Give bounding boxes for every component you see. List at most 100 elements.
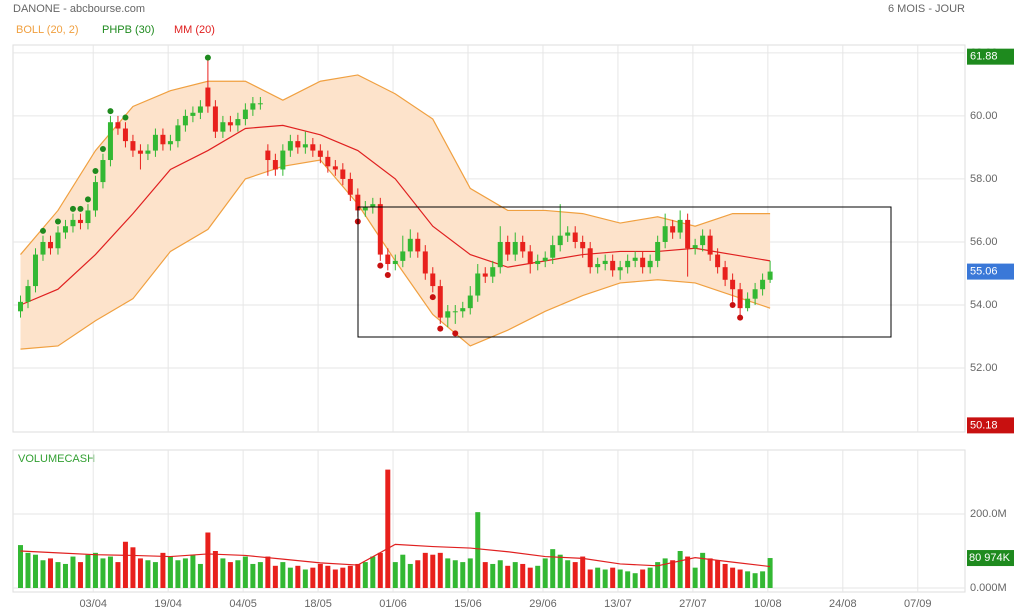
volume-bar	[340, 567, 346, 588]
volume-bar	[182, 558, 188, 588]
price-label-box	[967, 417, 1014, 434]
volume-bar	[77, 562, 83, 588]
candle-body	[542, 257, 548, 261]
volume-bar	[152, 562, 158, 588]
volume-bar	[370, 556, 376, 588]
volume-bar	[565, 560, 571, 588]
phpb-dot	[69, 205, 76, 212]
candle-body	[310, 144, 316, 151]
candle-body	[595, 264, 601, 268]
volume-ma	[20, 543, 771, 568]
volume-bar	[737, 569, 743, 588]
candle-body	[730, 279, 736, 290]
candle-body	[707, 235, 713, 255]
volume-bar	[407, 563, 413, 588]
volume-bar	[317, 563, 323, 588]
volume-bar	[625, 571, 631, 588]
candle-body	[280, 150, 286, 170]
volume-bar	[422, 552, 428, 588]
volume-bar	[122, 541, 128, 588]
candle-body	[70, 219, 76, 227]
candle-body	[512, 241, 518, 255]
candle-body	[655, 241, 661, 261]
candle-body	[400, 251, 406, 261]
chart-subtitle: 6 MOIS - JOUR	[888, 3, 965, 15]
x-tick-label: 07/09	[904, 598, 932, 610]
volume-bar	[512, 562, 518, 588]
x-tick-label: 15/06	[454, 598, 482, 610]
candle-body	[295, 141, 301, 148]
candle-body	[175, 125, 181, 142]
volume-bar	[332, 569, 338, 588]
volume-bar	[550, 549, 556, 588]
volume-bar	[700, 552, 706, 588]
volume-bar	[437, 552, 443, 588]
candle-body	[722, 267, 728, 280]
volume-bar	[212, 551, 218, 588]
volume-bar	[662, 558, 668, 588]
candle-body	[767, 271, 773, 280]
moving-average	[20, 124, 771, 306]
candle-body	[565, 232, 571, 236]
volume-label: 80 974K	[969, 552, 1011, 564]
candle-body	[490, 267, 496, 277]
phpb-dot	[429, 294, 436, 301]
volume-bar	[760, 571, 766, 588]
x-tick-label: 10/08	[754, 598, 782, 610]
volume-bar	[655, 562, 661, 588]
volume-bar	[265, 556, 271, 588]
volume-bar	[250, 563, 256, 588]
candle-body	[610, 260, 616, 271]
annotation-box	[357, 206, 892, 338]
x-tick-label: 27/07	[679, 598, 707, 610]
volume-bar	[572, 562, 578, 588]
x-tick-label: 18/05	[304, 598, 332, 610]
candle-body	[527, 251, 533, 265]
volume-bar	[32, 554, 38, 588]
candle-body	[190, 112, 196, 116]
volume-bar	[497, 560, 503, 588]
volume-bar	[752, 573, 758, 588]
volume-bar	[415, 560, 421, 588]
volume-bar	[535, 565, 541, 588]
candle-body	[752, 289, 758, 299]
volume-bar	[257, 562, 263, 588]
x-tick-label: 24/08	[829, 598, 857, 610]
volume-bar	[490, 563, 496, 588]
plot-layer: 03/04 19/04 04/05 18/05 01/06 15/06 29/06 13/07…	[13, 45, 1007, 610]
volume-bar	[310, 567, 316, 588]
volume-bar	[467, 558, 473, 588]
candle-body	[302, 144, 308, 148]
candle-body	[557, 235, 563, 246]
volume-bar	[287, 567, 293, 588]
candle-body	[737, 289, 743, 309]
candle-body	[760, 279, 766, 290]
volume-bar	[617, 569, 623, 588]
y-tick-label: 52.00	[970, 362, 998, 374]
volume-bar	[707, 558, 713, 588]
volume-bar	[452, 560, 458, 588]
volume-bar	[670, 560, 676, 588]
candle-body	[325, 156, 331, 167]
candle-body	[670, 226, 676, 233]
volume-bar	[692, 567, 698, 588]
volume-bar	[482, 562, 488, 588]
candle-body	[197, 106, 203, 113]
candle-body	[362, 207, 368, 211]
candle-body	[632, 257, 638, 261]
volume-bar	[280, 562, 286, 588]
volume-bar	[302, 569, 308, 588]
volume-bar	[392, 562, 398, 588]
candle-body	[220, 122, 226, 132]
candle-body	[62, 226, 68, 233]
y-tick-label: 56.00	[970, 236, 998, 248]
candle-body	[617, 267, 623, 271]
candle-body	[467, 295, 473, 309]
volume-bar	[25, 552, 31, 588]
candle-body	[92, 182, 98, 211]
phpb-dot	[107, 108, 114, 115]
volume-bar	[167, 556, 173, 588]
volume-bar	[685, 556, 691, 588]
phpb-dot	[437, 325, 444, 332]
